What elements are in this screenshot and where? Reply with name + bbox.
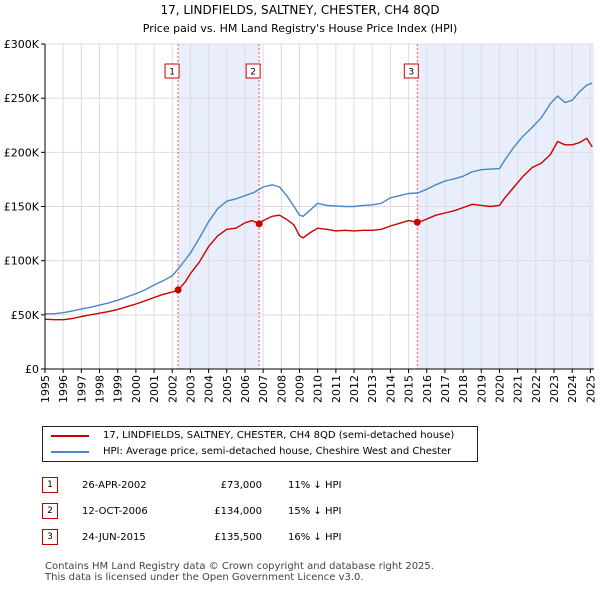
sale-badge-box (245, 63, 261, 79)
y-tick-label: £50K (11, 309, 40, 322)
footer: Contains HM Land Registry data © Crown c… (45, 561, 434, 583)
sale-date: 26-APR-2002 (82, 479, 147, 491)
legend-swatch-hpi (51, 451, 89, 453)
sale-badge-label: 1 (169, 68, 175, 78)
x-tick-label: 1999 (112, 375, 125, 403)
x-tick-label: 2003 (184, 375, 197, 403)
footer-copyright: Contains HM Land Registry data © Crown c… (45, 561, 434, 572)
sale-price: £73,000 (220, 479, 262, 491)
chart-subtitle: Price paid vs. HM Land Registry's House … (143, 22, 458, 35)
x-tick-label: 2011 (330, 375, 343, 403)
y-tick-label: £250K (4, 92, 40, 105)
x-tick-label: 2019 (475, 375, 488, 403)
y-tick-label: £300K (4, 38, 40, 51)
sale-badge: 2 (42, 503, 58, 519)
transactions-table: 1 26-APR-2002 £73,000 11% ↓ HPI 2 12-OCT… (42, 472, 341, 550)
sale-point (255, 220, 263, 228)
x-tick-label: 2013 (366, 375, 379, 403)
x-tick-label: 2000 (130, 375, 143, 403)
sale-hpi-diff: 15% ↓ HPI (288, 505, 342, 517)
x-tick-label: 2012 (348, 375, 361, 403)
y-tick-label: £150K (4, 201, 40, 214)
x-tick-label: 2017 (439, 375, 452, 403)
x-tick-label: 2001 (148, 375, 161, 403)
x-tick-label: 1996 (57, 375, 70, 403)
x-tick-label: 2009 (294, 375, 307, 403)
x-tick-label: 2008 (275, 375, 288, 403)
sale-hpi-diff: 16% ↓ HPI (288, 531, 342, 543)
x-tick-label: 2006 (239, 375, 252, 403)
x-tick-label: 2010 (312, 375, 325, 403)
series-line-hpi (45, 82, 593, 315)
price-chart: 17, LINDFIELDS, SALTNEY, CHESTER, CH4 8Q… (4, 3, 598, 403)
table-row: 1 26-APR-2002 £73,000 11% ↓ HPI (42, 472, 341, 498)
x-tick-label: 2018 (457, 375, 470, 403)
x-tick-label: 1998 (94, 375, 107, 403)
x-tick-label: 2007 (257, 375, 270, 403)
y-tick-label: £0 (25, 363, 39, 376)
x-tick-label: 2016 (421, 375, 434, 403)
x-tick-label: 2024 (566, 375, 579, 403)
sale-hpi-diff: 11% ↓ HPI (288, 479, 342, 491)
table-row: 3 24-JUN-2015 £135,500 16% ↓ HPI (42, 524, 341, 550)
x-tick-label: 2005 (221, 375, 234, 403)
sale-badge: 1 (42, 477, 58, 493)
x-tick-label: 2020 (493, 375, 506, 403)
legend-label-hpi: HPI: Average price, semi-detached house,… (103, 446, 452, 457)
chart-title: 17, LINDFIELDS, SALTNEY, CHESTER, CH4 8Q… (160, 3, 439, 17)
sale-point (174, 286, 182, 294)
legend-swatch-property (51, 435, 89, 437)
sale-point (413, 218, 421, 226)
footer-license: This data is licensed under the Open Gov… (45, 572, 364, 583)
x-tick-label: 1997 (75, 375, 88, 403)
sale-badge-label: 3 (408, 68, 414, 78)
x-tick-label: 2015 (403, 375, 416, 403)
x-tick-label: 2022 (530, 375, 543, 403)
x-tick-label: 2023 (548, 375, 561, 403)
x-tick-label: 2002 (166, 375, 179, 403)
sale-date: 24-JUN-2015 (82, 531, 146, 543)
table-row: 2 12-OCT-2006 £134,000 15% ↓ HPI (42, 498, 341, 524)
x-tick-label: 1995 (39, 375, 52, 403)
y-tick-label: £200K (4, 146, 40, 159)
sale-price: £134,000 (214, 505, 262, 517)
series-line-property (44, 137, 593, 321)
legend-label-property: 17, LINDFIELDS, SALTNEY, CHESTER, CH4 8Q… (103, 430, 455, 441)
x-tick-label: 2004 (203, 375, 216, 403)
x-tick-label: 2021 (512, 375, 525, 403)
legend: 17, LINDFIELDS, SALTNEY, CHESTER, CH4 8Q… (42, 426, 478, 462)
y-tick-label: £100K (4, 255, 40, 268)
sale-date: 12-OCT-2006 (82, 505, 148, 517)
sale-badge-box (403, 63, 419, 79)
x-tick-label: 2025 (584, 375, 597, 403)
x-tick-label: 2014 (384, 375, 397, 403)
sale-badge-label: 2 (250, 68, 256, 78)
sale-badge-box (164, 63, 180, 79)
sale-price: £135,500 (214, 531, 262, 543)
sale-badge: 3 (42, 529, 58, 545)
